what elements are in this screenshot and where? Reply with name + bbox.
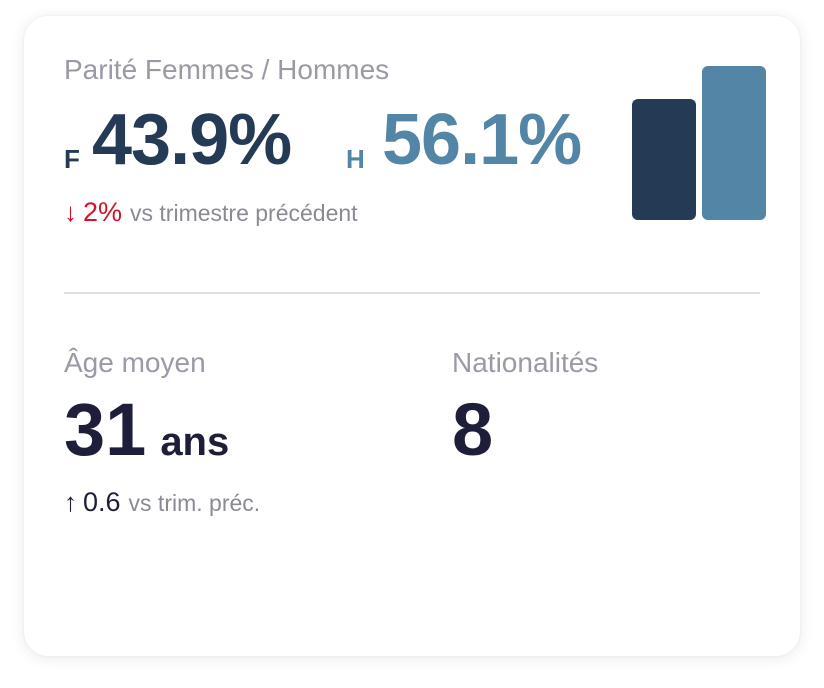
diversity-stats-card: Parité Femmes / Hommes F 43.9% H 56.1% ↓… (24, 16, 800, 656)
age-title: Âge moyen (64, 347, 206, 378)
nationalities-value: 8 (452, 388, 494, 471)
parity-delta: ↓ 2% vs trimestre précédent (64, 196, 358, 233)
parity-delta-value: 2% (83, 197, 123, 227)
age-delta-text: vs trim. préc. (128, 490, 261, 516)
parity-delta-text: vs trimestre précédent (130, 200, 358, 226)
age-value: 31 (64, 388, 147, 471)
male-percentage: 56.1% (382, 100, 582, 180)
age-unit: ans (160, 420, 230, 464)
arrow-down-icon: ↓ (64, 197, 77, 227)
nationalities-title: Nationalités (452, 347, 599, 378)
female-letter: F (64, 144, 80, 174)
age-value-row: 31 ans (64, 390, 229, 482)
section-divider (64, 292, 760, 294)
arrow-up-icon: ↑ (64, 487, 77, 517)
male-letter: H (346, 144, 365, 174)
parity-title: Parité Femmes / Hommes (64, 54, 390, 85)
male-bar (702, 66, 766, 220)
female-bar (632, 99, 696, 220)
age-delta-value: 0.6 (83, 487, 121, 517)
age-delta: ↑ 0.6 vs trim. préc. (64, 486, 260, 523)
female-percentage: 43.9% (92, 100, 292, 180)
parity-bar-chart (632, 66, 766, 220)
